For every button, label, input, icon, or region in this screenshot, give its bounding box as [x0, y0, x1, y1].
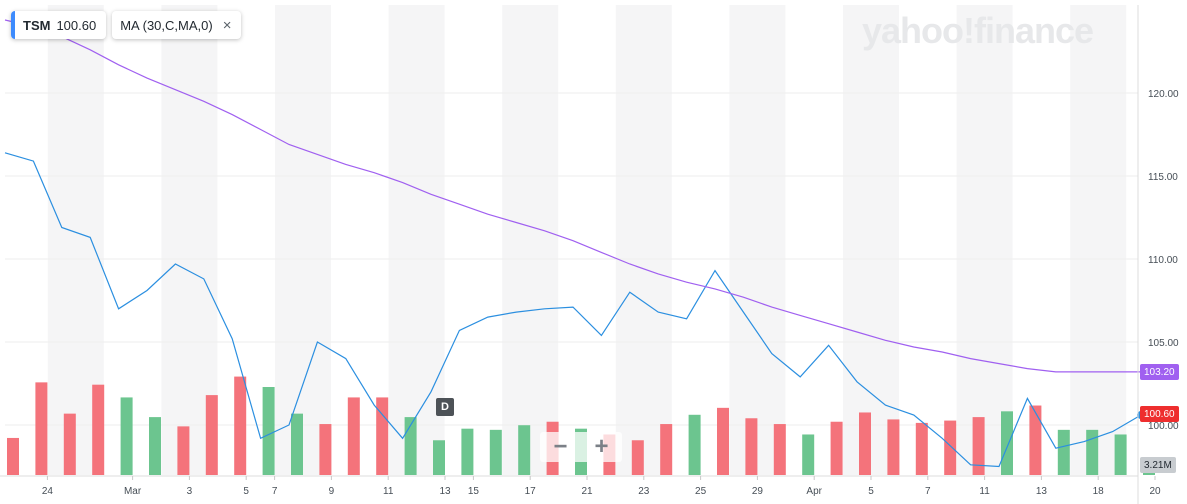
x-tick-label: 5: [868, 486, 874, 497]
x-tick-label: 25: [695, 486, 707, 497]
volume-tag: 3.21M: [1140, 457, 1176, 473]
volume-bar: [7, 437, 19, 475]
x-tick-label: 5: [243, 486, 249, 497]
volume-bar: [461, 428, 474, 475]
x-tick-label: 23: [638, 486, 650, 497]
x-tick-label: 21: [581, 486, 593, 497]
volume-bar: [1029, 405, 1042, 475]
x-tick-label: 13: [1036, 486, 1048, 497]
volume-bar: [773, 424, 786, 475]
volume-bar: [972, 417, 985, 475]
weekend-band: [615, 5, 672, 475]
volume-bar: [830, 421, 843, 475]
volume-bar: [660, 424, 673, 475]
chart-legend: TSM 100.60 MA (30,C,MA,0) ×: [11, 11, 242, 39]
volume-bar: [35, 382, 48, 475]
volume-bar: [149, 417, 161, 475]
volume-bar: [1114, 434, 1127, 475]
x-tick-label: 18: [1093, 486, 1105, 497]
volume-bar: [92, 384, 105, 475]
weekend-band: [388, 5, 445, 475]
weekend-band: [956, 5, 1013, 475]
x-tick-label: 17: [525, 486, 537, 497]
y-tick-label: 105.00: [1148, 338, 1179, 349]
volume-bar: [433, 440, 445, 475]
weekend-band: [502, 5, 559, 475]
y-axis: 120.00 115.00 110.00 105.00 100.00: [1137, 5, 1179, 504]
x-tick-label: 20: [1149, 486, 1161, 497]
x-tick-label: 9: [329, 486, 335, 497]
ma-price-tag: 103.20: [1140, 364, 1179, 380]
yahoo-finance-logo: yahoo!finance: [862, 10, 1094, 51]
price-line: [4, 152, 1142, 468]
volume-bar: [120, 397, 133, 475]
weekend-band: [275, 5, 331, 475]
weekend-band: [1070, 5, 1127, 475]
x-tick-label: 13: [439, 486, 451, 497]
volume-bar: [63, 413, 76, 475]
volume-bar: [347, 397, 360, 475]
volume-bar: [262, 387, 275, 475]
x-tick-label: 7: [272, 486, 278, 497]
volume-bar: [631, 440, 644, 475]
dividend-marker[interactable]: D: [436, 398, 454, 416]
volume-bar: [177, 426, 190, 475]
x-tick-label: 15: [468, 486, 480, 497]
legend-indicator-pill[interactable]: MA (30,C,MA,0) ×: [112, 11, 242, 39]
zoom-out-button[interactable]: −: [553, 433, 568, 460]
volume-bar: [489, 429, 502, 475]
volume-bar: [404, 417, 417, 475]
volume-bar: [915, 422, 928, 475]
moving-average-line: [4, 19, 1141, 373]
x-tick-label: 11: [383, 486, 394, 497]
weekend-band: [729, 5, 786, 475]
volume-bar: [291, 413, 303, 475]
x-tick-label: Mar: [124, 486, 142, 497]
volume-bar: [518, 425, 531, 475]
volume-bar: [688, 414, 701, 475]
x-axis: 24 Mar 3 5 7 9 11 13 15 17 21 23 25 29 Apr 5 7 11 13 18 20: [0, 475, 1161, 497]
x-tick-label: Apr: [806, 486, 822, 497]
volume-bar: [376, 397, 389, 475]
volume-bar: [802, 434, 815, 475]
weekend-bands: [47, 5, 1127, 475]
volume-bar: [1057, 429, 1070, 475]
x-tick-label: 29: [752, 486, 764, 497]
volume-bars: [7, 376, 1155, 475]
volume-bar: [944, 420, 957, 475]
volume-bar: [859, 412, 871, 475]
y-tick-label: 120.00: [1148, 89, 1179, 100]
volume-bar: [234, 376, 247, 475]
legend-indicator: MA (30,C,MA,0): [120, 17, 213, 33]
legend-symbol: TSM: [23, 17, 51, 33]
weekend-band: [843, 5, 899, 475]
legend-symbol-pill[interactable]: TSM 100.60: [11, 11, 107, 39]
x-tick-label: 11: [979, 486, 990, 497]
volume-bar: [319, 424, 332, 475]
zoom-in-button[interactable]: +: [594, 433, 609, 460]
zoom-controls: − +: [540, 432, 622, 462]
x-tick-label: 3: [187, 486, 193, 497]
volume-bar: [745, 418, 758, 475]
legend-price: 100.60: [56, 17, 97, 33]
volume-bar: [1086, 429, 1099, 475]
volume-bar: [1001, 411, 1013, 475]
last-price-tag: 100.60: [1140, 406, 1179, 422]
series-color-marker: [11, 11, 15, 39]
close-icon[interactable]: ×: [222, 16, 232, 34]
y-tick-label: 115.00: [1148, 172, 1178, 183]
volume-bar: [205, 395, 218, 475]
x-tick-label: 7: [925, 486, 931, 497]
x-tick-label: 24: [42, 486, 54, 497]
y-tick-label: 100.00: [1148, 421, 1179, 432]
volume-bar: [717, 407, 729, 475]
y-tick-label: 110.00: [1148, 255, 1178, 266]
volume-bar: [887, 419, 900, 475]
